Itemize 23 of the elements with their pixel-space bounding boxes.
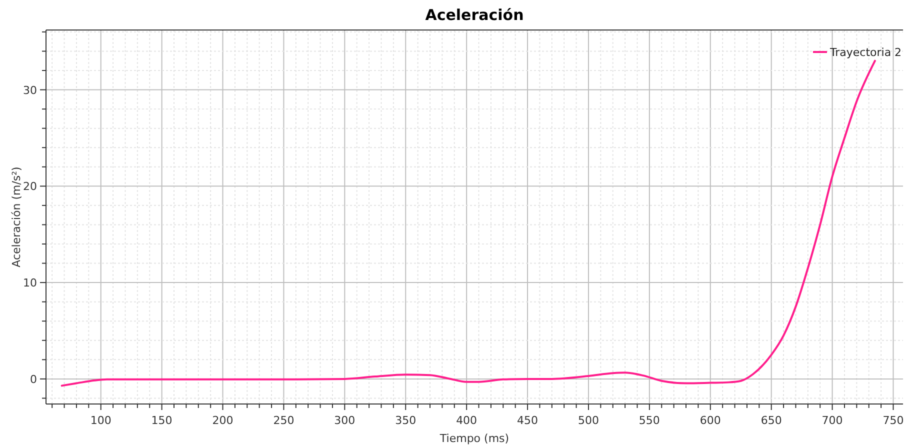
x-tick-label: 500: [578, 414, 599, 427]
x-tick-label: 350: [395, 414, 416, 427]
x-tick-label: 650: [760, 414, 782, 427]
x-tick-label: 300: [334, 414, 356, 427]
legend-label: Trayectoria 2: [829, 46, 902, 59]
y-tick-label: 30: [23, 84, 37, 97]
x-tick-label: 450: [517, 414, 538, 427]
x-tick-label: 550: [638, 414, 660, 427]
line-series: [60, 60, 876, 387]
x-tick-label: 150: [151, 414, 172, 427]
y-tick-label: 10: [23, 276, 37, 290]
y-tick-label: 0: [30, 372, 37, 386]
x-tick-label: 400: [456, 414, 478, 427]
y-axis-title: Aceleración (m/s²): [10, 166, 23, 268]
y-tick-label: 20: [23, 180, 37, 194]
x-tick-label: 600: [700, 414, 721, 427]
x-axis-title: Tiempo (ms): [438, 432, 510, 445]
x-tick-label: 250: [273, 414, 294, 427]
x-tick-label: 750: [882, 414, 904, 427]
x-tick-label: 700: [822, 414, 843, 427]
chart-title: Aceleración: [425, 6, 524, 24]
x-tick-label: 100: [90, 414, 112, 427]
x-tick-label: 200: [212, 414, 234, 427]
